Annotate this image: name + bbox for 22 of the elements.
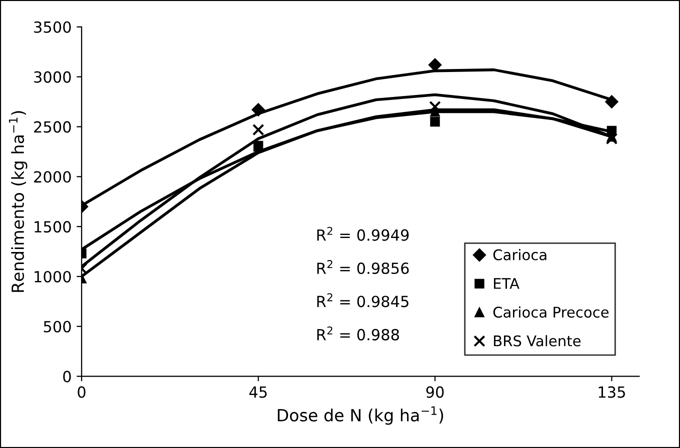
y-tick-label: 0	[63, 370, 71, 382]
y-tick-label: 3000	[34, 71, 71, 83]
x-tick-label: 0	[78, 386, 86, 398]
x-tick-label: 45	[249, 386, 267, 398]
y-tick-label: 2000	[34, 171, 71, 183]
legend-label: ETA	[494, 278, 520, 289]
y-tick-label: 500	[44, 320, 71, 332]
y-tick-label: 1000	[34, 270, 71, 282]
y-tick-label: 1500	[34, 221, 71, 233]
annotation: R$^{2}$ = 0.988	[317, 326, 399, 340]
x-axis-title: Dose de N (kg ha$^{−1}$)	[278, 406, 444, 425]
y-tick-label: 3500	[34, 21, 71, 33]
legend-label: Carioca Precoce	[493, 306, 609, 318]
annotation: R$^{2}$ = 0.9949	[317, 226, 409, 241]
legend-label: BRS Valente	[494, 335, 581, 346]
x-tick-label: 90	[426, 386, 444, 398]
x-tick-label: 135	[598, 386, 625, 398]
annotation: R$^{2}$ = 0.9845	[317, 293, 408, 308]
y-tick-label: 2500	[34, 121, 71, 133]
annotation: R$^{2}$ = 0.9856	[317, 260, 409, 274]
y-axis-title: Rendimento (kg ha$^{−1}$)	[8, 111, 28, 292]
legend-label: Carioca	[493, 249, 546, 260]
